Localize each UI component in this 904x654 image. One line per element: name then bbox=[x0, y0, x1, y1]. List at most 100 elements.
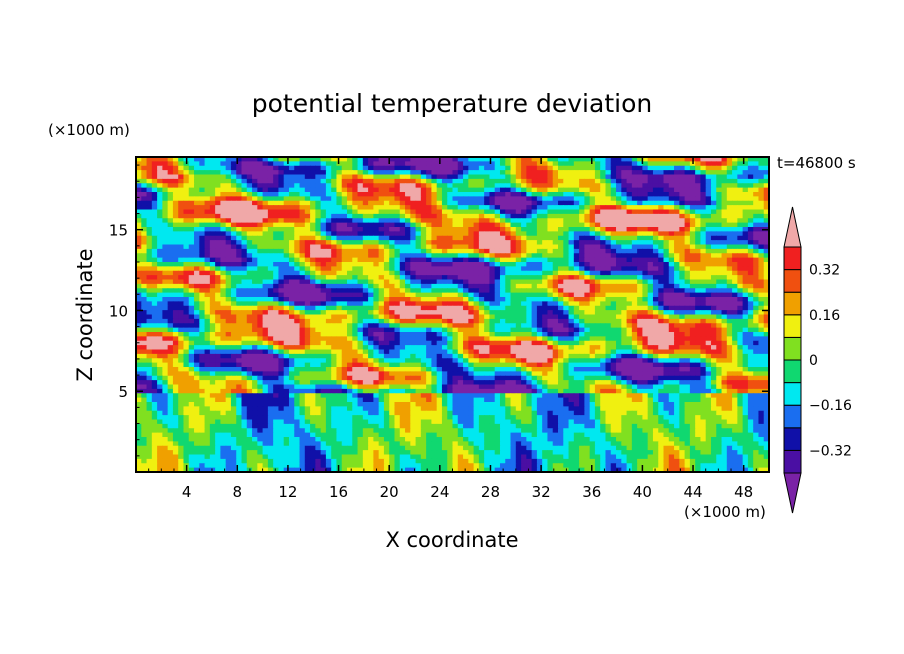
contour-cell bbox=[315, 187, 322, 193]
contour-cell bbox=[236, 235, 243, 241]
contour-cell bbox=[515, 218, 522, 224]
contour-cell bbox=[215, 253, 222, 259]
contour-cell bbox=[515, 240, 522, 246]
contour-cell bbox=[695, 157, 702, 162]
contour-cell bbox=[652, 262, 659, 267]
contour-cell bbox=[394, 288, 401, 294]
contour-cell bbox=[494, 192, 501, 197]
contour-cell bbox=[568, 196, 575, 202]
contour-cell bbox=[415, 327, 422, 333]
contour-cell bbox=[405, 266, 411, 272]
contour-cell bbox=[347, 213, 353, 219]
contour-cell bbox=[489, 248, 496, 254]
contour-cell bbox=[510, 170, 517, 176]
contour-cell bbox=[499, 165, 506, 171]
contour-cell bbox=[484, 187, 491, 193]
contour-cell bbox=[499, 244, 506, 250]
contour-cell bbox=[347, 336, 353, 342]
contour-cell bbox=[505, 288, 512, 294]
contour-cell bbox=[758, 244, 765, 250]
contour-cell bbox=[663, 222, 670, 228]
contour-cell bbox=[283, 196, 290, 202]
contour-cell bbox=[637, 314, 644, 320]
contour-cell bbox=[426, 305, 433, 311]
contour-cell bbox=[616, 305, 622, 311]
contour-cell bbox=[457, 209, 464, 215]
contour-cell bbox=[325, 240, 332, 246]
contour-cell bbox=[230, 270, 237, 276]
contour-cell bbox=[262, 318, 269, 324]
contour-cell bbox=[563, 196, 570, 202]
contour-cell bbox=[441, 253, 448, 259]
contour-cell bbox=[431, 183, 438, 189]
contour-cell bbox=[594, 332, 601, 337]
contour-cell bbox=[262, 235, 269, 241]
contour-cell bbox=[563, 187, 570, 193]
contour-cell bbox=[505, 297, 512, 302]
contour-cell bbox=[357, 240, 364, 246]
contour-cell bbox=[136, 165, 142, 171]
contour-cell bbox=[415, 292, 422, 298]
contour-cell bbox=[510, 244, 517, 250]
contour-cell bbox=[753, 301, 760, 307]
contour-cell bbox=[347, 292, 353, 298]
contour-cell bbox=[162, 183, 169, 189]
contour-cell bbox=[257, 248, 264, 254]
contour-cell bbox=[726, 174, 733, 180]
contour-cell bbox=[426, 196, 433, 202]
contour-cell bbox=[141, 283, 148, 289]
contour-cell bbox=[531, 318, 538, 324]
contour-cell bbox=[558, 314, 564, 320]
contour-cell bbox=[331, 275, 338, 281]
contour-cell bbox=[637, 187, 644, 193]
contour-cell bbox=[157, 327, 163, 333]
contour-cell bbox=[652, 257, 659, 263]
contour-cell bbox=[283, 183, 290, 189]
contour-cell bbox=[758, 332, 765, 337]
contour-cell bbox=[246, 292, 253, 298]
contour-cell bbox=[610, 183, 617, 189]
contour-cell bbox=[162, 200, 169, 206]
contour-cell bbox=[747, 205, 754, 211]
contour-cell bbox=[230, 323, 237, 329]
contour-cell bbox=[347, 157, 353, 162]
contour-cell bbox=[172, 262, 179, 267]
contour-cell bbox=[542, 205, 549, 211]
contour-cell bbox=[489, 314, 496, 320]
contour-cell bbox=[637, 318, 644, 324]
contour-cell bbox=[515, 205, 522, 211]
contour-cell bbox=[389, 279, 396, 285]
contour-cell bbox=[463, 240, 469, 246]
contour-cell bbox=[241, 318, 248, 324]
contour-cell bbox=[558, 301, 564, 307]
contour-cell bbox=[394, 231, 401, 237]
contour-cell bbox=[141, 174, 148, 180]
contour-cell bbox=[689, 288, 696, 294]
contour-cell bbox=[489, 288, 496, 294]
contour-cell bbox=[447, 200, 454, 206]
contour-cell bbox=[383, 209, 390, 215]
contour-cell bbox=[252, 257, 258, 263]
contour-cell bbox=[246, 209, 253, 215]
contour-cell bbox=[558, 170, 564, 176]
contour-cell bbox=[373, 174, 380, 180]
contour-cell bbox=[368, 332, 374, 337]
contour-cell bbox=[441, 266, 448, 272]
contour-cell bbox=[679, 165, 686, 171]
contour-cell bbox=[151, 314, 158, 320]
contour-cell bbox=[267, 314, 274, 320]
contour-cell bbox=[194, 231, 200, 237]
contour-cell bbox=[241, 257, 248, 263]
contour-cell bbox=[616, 209, 622, 215]
contour-cell bbox=[568, 227, 575, 232]
contour-cell bbox=[246, 283, 253, 289]
contour-cell bbox=[526, 235, 533, 241]
contour-cell bbox=[489, 270, 496, 276]
contour-cell bbox=[257, 200, 264, 206]
contour-cell bbox=[695, 257, 702, 263]
contour-cell bbox=[267, 183, 274, 189]
contour-cell bbox=[674, 170, 680, 176]
contour-cell bbox=[246, 279, 253, 285]
contour-cell bbox=[600, 227, 607, 232]
contour-cell bbox=[383, 165, 390, 171]
